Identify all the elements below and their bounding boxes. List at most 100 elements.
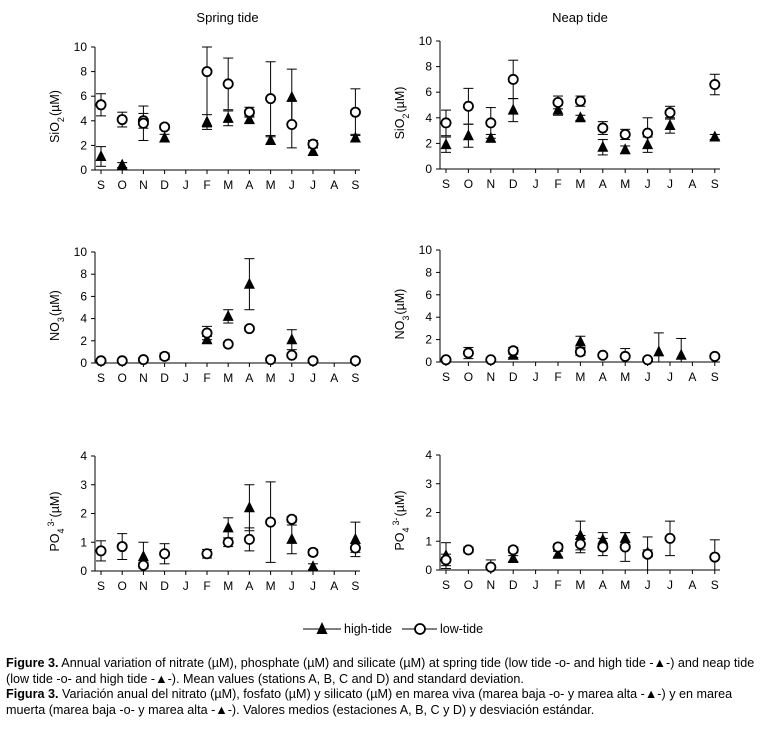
sio2-spring-title: Spring tide — [196, 10, 258, 25]
po4-spring-low-tide-point — [287, 515, 296, 524]
no3-neap-low-tide-point — [576, 347, 585, 356]
sio2-neap-high-tide-point — [597, 141, 608, 152]
sio2-neap-low-tide-point — [464, 102, 473, 111]
caption-es-text: Variación anual del nitrato (µM), fosfat… — [6, 687, 732, 717]
po4-neap-low-tide-point — [621, 542, 630, 551]
sio2-spring-xtick-label: F — [203, 178, 210, 192]
sio2-spring-low-tide-point — [266, 94, 275, 103]
sio2-spring-ytick-label: 2 — [80, 138, 87, 152]
no3-neap-xtick-label: A — [599, 370, 607, 384]
sio2-neap-high-tide-point — [620, 143, 631, 154]
po4-neap-xtick-label: O — [464, 578, 473, 592]
sio2-spring-xtick-label: S — [351, 178, 359, 192]
no3-spring-ytick-label: 6 — [80, 289, 87, 303]
sio2-neap-xtick-label: S — [711, 177, 719, 191]
po4-neap-xtick-label: M — [620, 578, 630, 592]
caption-en-text: Annual variation of nitrate (µM), phosph… — [6, 656, 754, 686]
sio2-neap-high-tide-point — [709, 131, 720, 142]
no3-neap-xtick-label: J — [533, 370, 539, 384]
sio2-neap-xtick-label: J — [667, 177, 673, 191]
po4-spring-low-tide-point — [351, 543, 360, 552]
po4-neap-ylabel-subscript: 4 — [401, 527, 411, 532]
sio2-neap-low-tide-point — [665, 108, 674, 117]
po4-spring-ytick-label: 0 — [80, 564, 87, 578]
no3-spring-xtick-label: S — [97, 371, 105, 385]
sio2-spring-high-tide-point — [117, 159, 128, 170]
no3-spring-low-tide-point — [139, 355, 148, 364]
po4-neap-high-tide-point — [575, 529, 586, 540]
no3-neap-xtick-label: M — [620, 370, 630, 384]
sio2-spring-low-tide-point — [139, 119, 148, 128]
no3-spring-ytick-label: 2 — [80, 334, 87, 348]
sio2-neap-xtick-label: O — [464, 177, 473, 191]
no3-neap-low-tide-point — [509, 346, 518, 355]
no3-neap-xtick-label: A — [688, 370, 696, 384]
caption-en-label: Figure 3. — [6, 656, 58, 670]
no3-neap-low-tide-point — [621, 352, 630, 361]
no3-neap-ytick-label: 2 — [425, 333, 432, 347]
no3-neap-ytick-label: 6 — [425, 288, 432, 302]
sio2-neap-xtick-label: J — [645, 177, 651, 191]
sio2-neap-ylabel-subscript: 2 — [401, 114, 411, 119]
po4-spring-high-tide-point — [223, 521, 234, 532]
sio2-spring-ylabel: SiO2(µM) — [48, 90, 66, 143]
sio2-neap-ytick-label: 2 — [425, 136, 432, 150]
sio2-neap-low-tide-point — [576, 97, 585, 106]
po4-spring-xtick-label: S — [351, 579, 359, 593]
po4-spring-low-tide-point — [96, 546, 105, 555]
sio2-neap-low-tide-point — [553, 98, 562, 107]
no3-neap-xtick-label: F — [554, 370, 561, 384]
no3-spring-xtick-label: D — [160, 371, 169, 385]
no3-spring-high-tide-point — [244, 278, 255, 289]
no3-spring-low-tide-point — [118, 356, 127, 365]
po4-spring-ytick-label: 2 — [80, 507, 87, 521]
sio2-spring-ytick-label: 4 — [80, 114, 87, 128]
sio2-spring-low-tide-point — [351, 108, 360, 117]
po4-spring-ylabel: PO43-(µM) — [46, 491, 66, 551]
sio2-neap-xtick-label: A — [688, 177, 696, 191]
sio2-spring-low-tide-point — [202, 67, 211, 76]
no3-spring-ytick-label: 0 — [80, 356, 87, 370]
no3-spring-xtick-label: S — [351, 371, 359, 385]
no3-neap-high-tide-point — [676, 349, 687, 360]
no3-spring-xtick-label: F — [203, 371, 210, 385]
po4-spring-panel: 01234S O N D J F M A M J J A SPO43-(µM) — [46, 449, 361, 593]
po4-spring-high-tide-point — [350, 533, 361, 544]
no3-spring-low-tide-point — [224, 340, 233, 349]
po4-spring-xtick-label: J — [310, 579, 316, 593]
po4-spring-low-tide-point — [224, 538, 233, 547]
po4-spring-ytick-label: 1 — [80, 535, 87, 549]
po4-neap-xtick-label: J — [533, 578, 539, 592]
no3-spring-low-tide-point — [160, 352, 169, 361]
po4-neap-xtick-label: J — [667, 578, 673, 592]
no3-neap-xtick-label: M — [575, 370, 585, 384]
sio2-spring-xtick-label: A — [245, 178, 253, 192]
sio2-spring-xtick-label: O — [118, 178, 127, 192]
sio2-spring-ytick-label: 0 — [80, 163, 87, 177]
sio2-spring-low-tide-point — [118, 115, 127, 124]
caption-es-label: Figura 3. — [6, 687, 58, 701]
no3-spring-ylabel-subscript: 3 — [56, 317, 66, 322]
po4-neap-high-tide-point — [620, 532, 631, 543]
sio2-neap-ylabel-unit: (µM) — [393, 87, 407, 113]
no3-spring-low-tide-point — [351, 356, 360, 365]
po4-neap-ytick-label: 3 — [425, 477, 432, 491]
sio2-neap-xtick-label: F — [554, 177, 561, 191]
po4-spring-low-tide-point — [245, 535, 254, 544]
legend-circle-icon — [415, 624, 425, 634]
sio2-neap-low-tide-point — [486, 118, 495, 127]
po4-neap-xtick-label: D — [509, 578, 518, 592]
no3-neap-ytick-label: 0 — [425, 355, 432, 369]
sio2-spring-low-tide-point — [287, 120, 296, 129]
no3-spring-xtick-label: J — [289, 371, 295, 385]
sio2-neap-ytick-label: 4 — [425, 111, 432, 125]
sio2-spring-ytick-label: 6 — [80, 89, 87, 103]
no3-spring-high-tide-point — [286, 333, 297, 344]
sio2-neap-low-tide-point — [621, 130, 630, 139]
legend: high-tide low-tide — [303, 622, 483, 636]
sio2-spring-high-tide-point — [286, 91, 297, 102]
po4-spring-ylabel-unit: (µM) — [48, 491, 62, 517]
sio2-neap-low-tide-point — [509, 75, 518, 84]
sio2-neap-high-tide-point — [485, 132, 496, 143]
sio2-spring-high-tide-point — [159, 132, 170, 143]
